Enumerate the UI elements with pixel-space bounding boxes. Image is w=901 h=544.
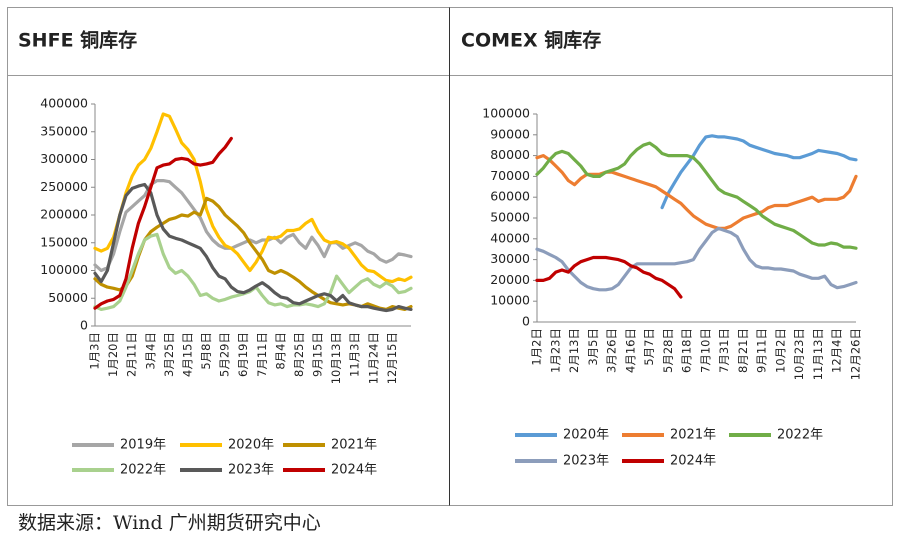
series-line: [93, 182, 413, 313]
y-tick-label: 50000: [490, 210, 530, 225]
y-tick-label: 400000: [40, 96, 88, 111]
y-tick-label: 150000: [40, 234, 88, 249]
legend-label: 2020年: [228, 438, 274, 453]
series-line: [93, 179, 413, 273]
source-note: 数据来源：Wind 广州期货研究中心: [18, 512, 321, 534]
x-tick-label: 10月13日: [329, 332, 343, 384]
x-tick-label: 1月3日: [88, 332, 102, 370]
x-tick-label: 3月26日: [605, 328, 619, 373]
y-tick-label: 300000: [40, 151, 88, 166]
x-tick-label: 9月11日: [755, 328, 769, 373]
y-tick-label: 80000: [490, 147, 530, 162]
x-tick-label: 6月18日: [680, 328, 694, 373]
x-tick-label: 1月2日: [530, 328, 544, 366]
series-line: [535, 255, 683, 299]
series-line: [93, 136, 233, 310]
x-tick-label: 2月13日: [567, 328, 581, 373]
x-tick-label: 12月26日: [849, 328, 863, 380]
legend-label: 2022年: [120, 463, 166, 478]
y-tick-label: 350000: [40, 123, 88, 138]
legend-label: 2024年: [331, 463, 377, 478]
x-tick-label: 7月11日: [255, 332, 269, 377]
x-tick-label: 3月4日: [143, 332, 157, 370]
legend-label: 2021年: [331, 438, 377, 453]
y-tick-label: 70000: [490, 168, 530, 183]
x-tick-label: 1月20日: [106, 332, 120, 377]
series-line: [93, 112, 413, 284]
chart-title: SHFE 铜库存: [18, 29, 137, 52]
legend-label: 2023年: [563, 454, 609, 469]
y-tick-label: 20000: [490, 272, 530, 287]
legend-label: 2022年: [777, 428, 823, 443]
x-tick-label: 3月25日: [162, 332, 176, 377]
x-tick-label: 11月3日: [348, 332, 362, 377]
series-line: [535, 226, 858, 292]
x-tick-label: 2月11日: [125, 332, 139, 377]
y-tick-label: 0: [522, 314, 530, 329]
legend-label: 2019年: [120, 438, 166, 453]
y-tick-label: 40000: [490, 230, 530, 245]
x-tick-label: 6月19日: [236, 332, 250, 377]
x-tick-label: 12月4日: [830, 328, 844, 373]
x-tick-label: 5月28日: [661, 328, 675, 373]
x-tick-label: 7月31日: [717, 328, 731, 373]
x-tick-label: 9月15日: [311, 332, 325, 377]
x-tick-label: 8月4日: [273, 332, 287, 370]
legend-label: 2020年: [563, 428, 609, 443]
x-tick-label: 10月2日: [773, 328, 787, 373]
x-tick-label: 5月8日: [199, 332, 213, 370]
y-tick-label: 50000: [48, 290, 88, 305]
x-tick-label: 7月10日: [698, 328, 712, 373]
y-tick-label: 60000: [490, 189, 530, 204]
legend-label: 2024年: [670, 454, 716, 469]
y-tick-label: 100000: [40, 262, 88, 277]
y-tick-label: 90000: [490, 126, 530, 141]
x-tick-label: 11月24日: [366, 332, 380, 384]
y-tick-label: 100000: [482, 106, 530, 121]
legend-label: 2021年: [670, 428, 716, 443]
chart-title: COMEX 铜库存: [461, 29, 601, 52]
x-tick-label: 4月15日: [180, 332, 194, 377]
y-tick-label: 30000: [490, 251, 530, 266]
x-tick-label: 10月23日: [792, 328, 806, 380]
x-tick-label: 5月7日: [642, 328, 656, 366]
x-tick-label: 3月5日: [586, 328, 600, 366]
y-tick-label: 250000: [40, 179, 88, 194]
x-tick-label: 4月16日: [623, 328, 637, 373]
x-tick-label: 12月15日: [385, 332, 399, 384]
y-tick-label: 200000: [40, 207, 88, 222]
legend-label: 2023年: [228, 463, 274, 478]
series-line: [660, 134, 858, 210]
y-tick-label: 0: [80, 318, 88, 333]
x-tick-label: 11月13日: [811, 328, 825, 380]
y-tick-label: 10000: [490, 293, 530, 308]
series-line: [535, 154, 858, 230]
x-tick-label: 1月23日: [548, 328, 562, 373]
series-line: [535, 141, 858, 250]
x-tick-label: 8月25日: [292, 332, 306, 377]
x-tick-label: 8月21日: [736, 328, 750, 373]
x-tick-label: 5月29日: [218, 332, 232, 377]
